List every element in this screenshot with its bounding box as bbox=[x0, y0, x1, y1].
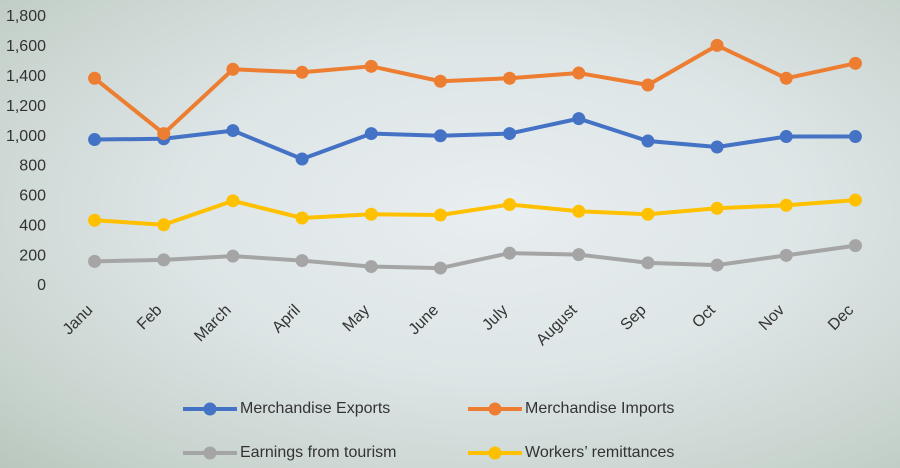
data-point bbox=[711, 39, 724, 52]
data-point bbox=[88, 255, 101, 268]
data-point bbox=[226, 63, 239, 76]
y-tick-label: 600 bbox=[19, 188, 46, 205]
x-tick-label: Feb bbox=[134, 302, 166, 334]
y-tick-label: 400 bbox=[19, 217, 46, 234]
chart-container: 0 200 400 600 800 1,000 1,200 1,400 1,600 1,800 Ja… bbox=[0, 0, 900, 468]
data-point bbox=[849, 57, 862, 70]
data-point bbox=[88, 72, 101, 85]
series-line bbox=[95, 45, 856, 133]
y-tick-label: 800 bbox=[19, 158, 46, 175]
x-tick-label: July bbox=[479, 302, 511, 334]
data-point bbox=[296, 212, 309, 225]
data-point bbox=[157, 218, 170, 231]
legend-marker bbox=[204, 447, 217, 460]
data-point bbox=[711, 259, 724, 272]
data-point bbox=[157, 127, 170, 140]
data-point bbox=[711, 202, 724, 215]
data-point bbox=[365, 60, 378, 73]
x-tick-label: Nov bbox=[756, 302, 788, 334]
data-point bbox=[226, 250, 239, 263]
data-point bbox=[572, 112, 585, 125]
data-point bbox=[296, 66, 309, 79]
x-tick-label: August bbox=[533, 301, 581, 349]
y-tick-label: 1,000 bbox=[6, 128, 46, 145]
legend-label: Workers’ remittances bbox=[525, 444, 674, 461]
data-point bbox=[88, 214, 101, 227]
legend-label: Merchandise Exports bbox=[240, 400, 390, 417]
series-line bbox=[95, 200, 856, 225]
data-point bbox=[780, 199, 793, 212]
x-tick-label: Dec bbox=[825, 302, 857, 334]
legend-marker bbox=[204, 403, 217, 416]
data-point bbox=[711, 141, 724, 154]
data-point bbox=[503, 72, 516, 85]
data-point bbox=[503, 127, 516, 140]
y-tick-label: 1,400 bbox=[6, 68, 46, 85]
x-tick-label: Janu bbox=[60, 302, 97, 339]
data-point bbox=[365, 260, 378, 273]
data-point bbox=[365, 208, 378, 221]
y-tick-label: 1,800 bbox=[6, 8, 46, 25]
legend-label: Merchandise Imports bbox=[525, 400, 674, 417]
x-tick-label: Oct bbox=[689, 301, 719, 331]
data-point bbox=[434, 129, 447, 142]
data-point bbox=[780, 249, 793, 262]
x-tick-label: June bbox=[406, 302, 443, 339]
y-tick-label: 200 bbox=[19, 247, 46, 264]
data-point bbox=[849, 194, 862, 207]
legend-marker bbox=[489, 447, 502, 460]
data-point bbox=[641, 208, 654, 221]
data-point bbox=[226, 124, 239, 137]
x-tick-label: May bbox=[340, 302, 373, 335]
x-tick-label: Sep bbox=[618, 302, 650, 334]
data-point bbox=[849, 130, 862, 143]
legend-label: Earnings from tourism bbox=[240, 444, 397, 461]
data-point bbox=[434, 262, 447, 275]
x-tick-label: April bbox=[269, 302, 304, 337]
data-point bbox=[572, 67, 585, 80]
data-point bbox=[365, 127, 378, 140]
data-point bbox=[226, 194, 239, 207]
data-point bbox=[296, 152, 309, 165]
data-point bbox=[641, 78, 654, 91]
data-point bbox=[641, 256, 654, 269]
data-point bbox=[572, 248, 585, 261]
data-point bbox=[780, 72, 793, 85]
data-point bbox=[88, 133, 101, 146]
data-point bbox=[503, 198, 516, 211]
data-point bbox=[434, 209, 447, 222]
data-point bbox=[572, 205, 585, 218]
x-tick-label: March bbox=[191, 302, 234, 345]
y-tick-label: 0 bbox=[37, 277, 46, 294]
series-line bbox=[95, 119, 856, 159]
data-point bbox=[780, 130, 793, 143]
data-point bbox=[157, 253, 170, 266]
data-point bbox=[434, 75, 447, 88]
data-point bbox=[503, 247, 516, 260]
chart: 0 200 400 600 800 1,000 1,200 1,400 1,600 1,800 Ja… bbox=[0, 0, 900, 468]
series-line bbox=[95, 246, 856, 268]
data-point bbox=[296, 254, 309, 267]
data-point bbox=[641, 135, 654, 148]
y-tick-label: 1,600 bbox=[6, 38, 46, 55]
y-tick-label: 1,200 bbox=[6, 98, 46, 115]
data-point bbox=[849, 239, 862, 252]
legend-marker bbox=[489, 403, 502, 416]
